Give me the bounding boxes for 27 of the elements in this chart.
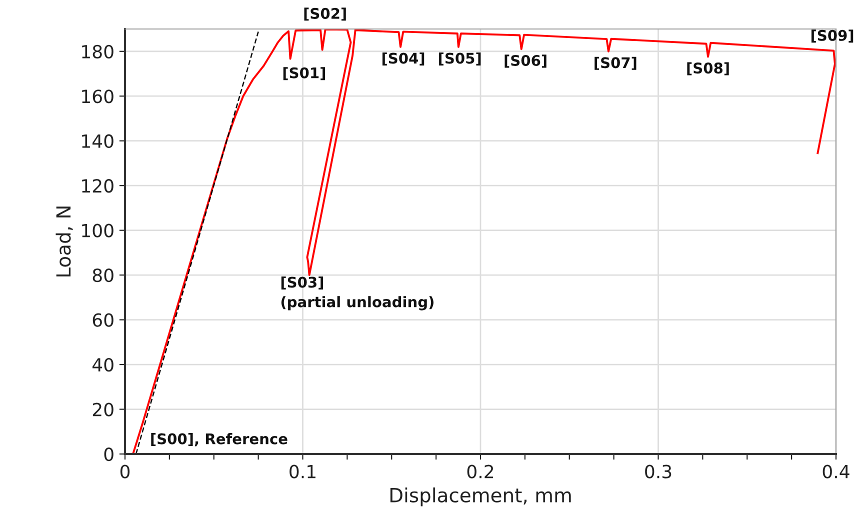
y-tick-label: 60 (92, 313, 114, 327)
annotation: [S04] (382, 52, 424, 66)
annotation: [S09] (811, 30, 854, 43)
annotation: [S06] (504, 54, 546, 68)
annotation: [S03] (partial unloading) (281, 276, 434, 310)
annotation: [S01] (283, 67, 326, 80)
x-tick-label: 0 (120, 464, 130, 478)
y-tick-label: 80 (92, 268, 114, 282)
annotation: [S07] (594, 56, 636, 70)
x-tick-label: 0.2 (467, 464, 494, 478)
y-tick-label: 40 (92, 358, 114, 372)
annotation: [S08] (687, 62, 729, 76)
annotation: [S02] (304, 8, 346, 21)
y-tick-label: 100 (82, 224, 114, 238)
x-tick-label: 0.4 (822, 464, 850, 478)
x-tick-label: 0.1 (290, 464, 316, 478)
y-tick-label: 140 (82, 134, 114, 148)
annotation: [S00], Reference (151, 433, 288, 446)
y-tick-label: 0 (104, 447, 114, 462)
x-tick-label: 0.3 (645, 464, 672, 478)
y-tick-label: 120 (82, 179, 114, 193)
y-tick-label: 20 (92, 402, 114, 416)
x-axis-title: Displacement, mm (390, 487, 571, 506)
annotation: [S05] (439, 52, 481, 66)
y-tick-label: 160 (82, 90, 114, 104)
y-axis-title: Load, N (56, 206, 73, 276)
y-tick-label: 180 (82, 44, 114, 58)
